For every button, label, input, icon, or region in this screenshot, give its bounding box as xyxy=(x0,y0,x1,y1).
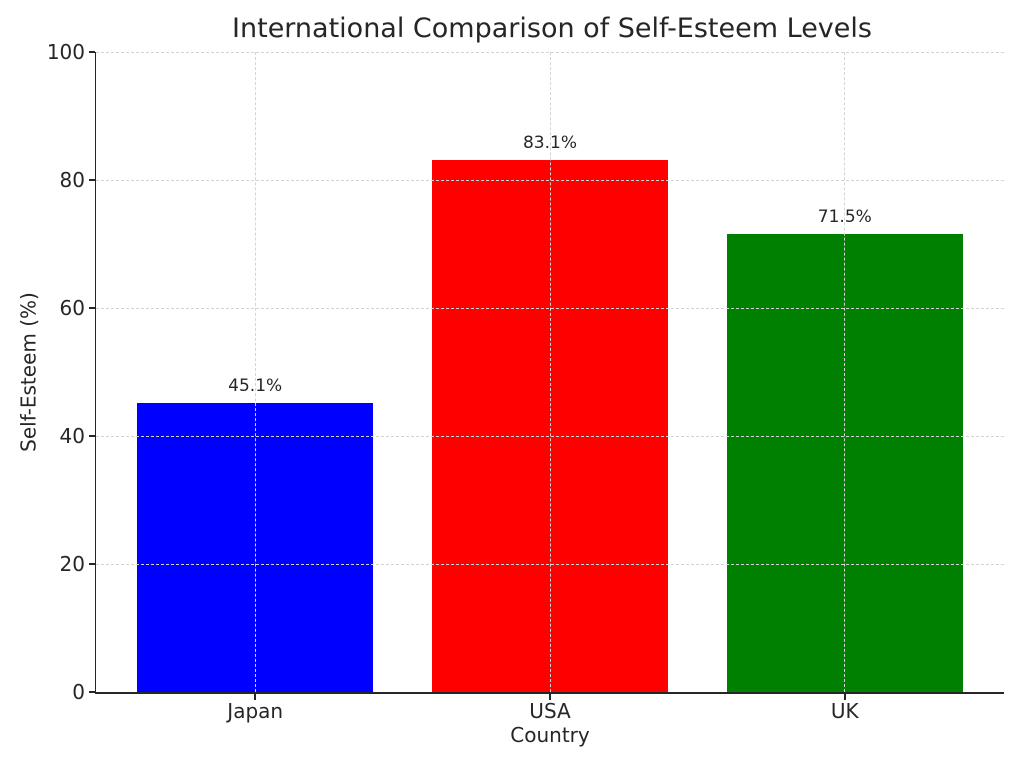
y-tick-label-80: 80 xyxy=(59,168,85,192)
chart-title: International Comparison of Self-Esteem … xyxy=(232,13,872,44)
y-tick-label-100: 100 xyxy=(46,40,85,64)
gridline-x-usa xyxy=(549,52,551,692)
y-tick-60 xyxy=(88,307,95,309)
y-tick-20 xyxy=(88,563,95,565)
y-tick-label-40: 40 xyxy=(59,424,85,448)
x-axis-label: Country xyxy=(510,723,590,747)
y-tick-0 xyxy=(88,691,95,693)
bar-value-label-japan: 45.1% xyxy=(228,376,283,397)
bar-value-label-uk: 71.5% xyxy=(817,207,872,228)
x-tick-label-usa: USA xyxy=(529,699,571,723)
y-axis-spine xyxy=(94,52,96,694)
x-tick-label-uk: UK xyxy=(830,699,859,723)
x-tick-uk xyxy=(844,693,846,700)
gridline-x-uk xyxy=(844,52,846,692)
y-tick-label-0: 0 xyxy=(72,680,85,704)
y-tick-label-60: 60 xyxy=(59,296,85,320)
y-tick-label-20: 20 xyxy=(59,552,85,576)
y-axis-label: Self-Esteem (%) xyxy=(16,292,41,452)
y-tick-80 xyxy=(88,179,95,181)
y-tick-100 xyxy=(88,51,95,53)
x-axis-spine xyxy=(94,692,1004,694)
gridline-x-japan xyxy=(254,52,256,692)
y-tick-40 xyxy=(88,435,95,437)
x-tick-usa xyxy=(549,693,551,700)
x-tick-label-japan: Japan xyxy=(227,699,284,723)
x-tick-japan xyxy=(254,693,256,700)
bar-value-label-usa: 83.1% xyxy=(522,133,578,154)
